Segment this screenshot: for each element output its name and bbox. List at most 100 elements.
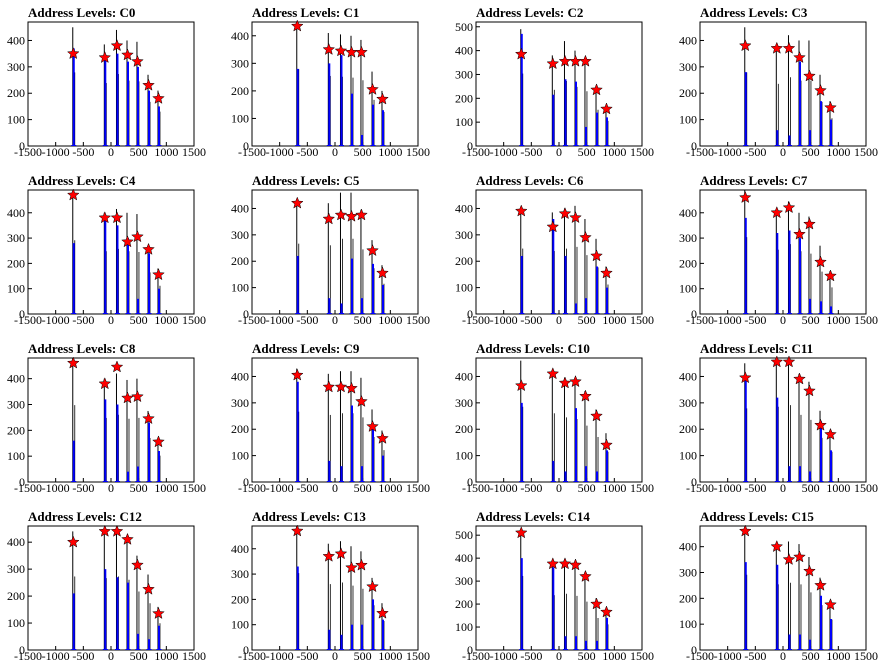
peak-marker bbox=[590, 83, 603, 96]
y-tick-label: 300 bbox=[455, 396, 473, 410]
y-tick-label: 400 bbox=[7, 372, 25, 386]
y-tick-label: 0 bbox=[467, 139, 473, 153]
x-tick-label: 1500 bbox=[182, 649, 206, 663]
peak-marker bbox=[366, 82, 379, 95]
y-tick-label: 100 bbox=[679, 617, 697, 631]
x-tick-label: 500 bbox=[354, 481, 372, 495]
x-tick-label: 0 bbox=[556, 481, 562, 495]
peak-marker bbox=[793, 550, 806, 563]
peak-marker bbox=[600, 266, 613, 279]
peak-marker bbox=[600, 102, 613, 115]
peak-marker bbox=[98, 377, 112, 390]
peak-marker bbox=[142, 78, 155, 91]
y-tick-label: 500 bbox=[455, 528, 473, 542]
y-tick-label: 0 bbox=[243, 139, 249, 153]
y-tick-label: 300 bbox=[455, 228, 473, 242]
panel-title: Address Levels: C8 bbox=[28, 341, 136, 356]
x-tick-label: 0 bbox=[332, 313, 338, 327]
peak-marker bbox=[514, 47, 528, 60]
x-tick-label: 0 bbox=[108, 649, 114, 663]
panel-title: Address Levels: C4 bbox=[28, 173, 136, 188]
x-tick-label: -500 bbox=[72, 481, 94, 495]
y-tick-label: 0 bbox=[691, 139, 697, 153]
y-tick-label: 0 bbox=[467, 643, 473, 657]
peak-marker bbox=[131, 390, 144, 403]
peak-marker bbox=[558, 376, 572, 389]
peak-marker bbox=[738, 524, 752, 537]
x-tick-label: 500 bbox=[354, 649, 372, 663]
peak-marker bbox=[600, 605, 613, 618]
plot-frame bbox=[475, 525, 643, 651]
plot-frame bbox=[251, 525, 419, 651]
x-tick-label: -500 bbox=[296, 145, 318, 159]
peak-marker bbox=[546, 220, 560, 233]
x-tick-label: -500 bbox=[520, 313, 542, 327]
peak-marker bbox=[770, 41, 784, 54]
panel-title: Address Levels: C15 bbox=[700, 509, 814, 524]
peak-marker bbox=[66, 188, 80, 201]
x-tick-label: 1500 bbox=[854, 313, 878, 327]
peak-marker bbox=[334, 547, 348, 560]
peak-marker bbox=[66, 535, 80, 548]
panel-3: Address Levels: C3 0 100 200 300 400 -1500 -100… bbox=[679, 5, 878, 159]
y-tick-label: 200 bbox=[455, 422, 473, 436]
peak-marker bbox=[514, 526, 528, 539]
x-tick-label: -1000 bbox=[266, 313, 294, 327]
peak-marker bbox=[770, 206, 784, 219]
panel-title: Address Levels: C1 bbox=[252, 5, 359, 20]
peak-marker bbox=[590, 249, 603, 262]
x-tick-label: -500 bbox=[296, 649, 318, 663]
y-tick-label: 300 bbox=[679, 396, 697, 410]
x-tick-label: 0 bbox=[780, 481, 786, 495]
panel-title: Address Levels: C0 bbox=[28, 5, 135, 20]
peak-marker bbox=[142, 412, 155, 425]
x-tick-label: 500 bbox=[802, 145, 820, 159]
peak-marker bbox=[558, 557, 572, 570]
peak-marker bbox=[600, 438, 613, 451]
peak-marker bbox=[814, 578, 827, 591]
y-tick-label: 400 bbox=[455, 551, 473, 565]
peak-marker bbox=[579, 569, 592, 582]
x-tick-label: -1500 bbox=[462, 481, 490, 495]
panel-7: Address Levels: C7 0 100 200 300 400 -1500 -100… bbox=[679, 173, 878, 327]
peak-marker bbox=[345, 561, 358, 574]
x-tick-label: 500 bbox=[578, 145, 596, 159]
y-tick-label: 300 bbox=[7, 562, 25, 576]
y-tick-label: 100 bbox=[231, 618, 249, 632]
x-tick-label: 0 bbox=[780, 649, 786, 663]
y-tick-label: 200 bbox=[455, 91, 473, 105]
x-tick-label: 1000 bbox=[154, 649, 178, 663]
peak-marker bbox=[345, 45, 358, 58]
plot-frame bbox=[475, 189, 643, 315]
y-tick-label: 300 bbox=[679, 231, 697, 245]
x-tick-label: 0 bbox=[108, 313, 114, 327]
peak-marker bbox=[793, 50, 806, 64]
y-tick-label: 400 bbox=[455, 201, 473, 215]
peak-marker bbox=[290, 368, 304, 381]
x-tick-label: 1000 bbox=[826, 481, 850, 495]
peak-marker bbox=[579, 389, 592, 402]
x-tick-label: -1000 bbox=[714, 481, 742, 495]
y-tick-label: 400 bbox=[679, 369, 697, 383]
panel-15: Address Levels: C15 0 100 200 300 400 -1500 -10… bbox=[679, 509, 878, 663]
y-tick-label: 400 bbox=[679, 206, 697, 220]
x-tick-label: 500 bbox=[802, 481, 820, 495]
x-tick-label: -500 bbox=[520, 481, 542, 495]
y-tick-label: 200 bbox=[679, 591, 697, 605]
panel-title: Address Levels: C7 bbox=[700, 173, 808, 188]
x-tick-label: 1500 bbox=[630, 649, 654, 663]
peak-marker bbox=[98, 211, 112, 224]
plot-frame bbox=[699, 357, 867, 483]
panel-0: Address Levels: C0 0 100 200 300 400 -1500 -100… bbox=[7, 5, 206, 159]
x-tick-label: -500 bbox=[744, 145, 766, 159]
x-tick-label: -1500 bbox=[14, 145, 42, 159]
x-tick-label: -1000 bbox=[490, 313, 518, 327]
peak-marker bbox=[738, 39, 752, 52]
x-tick-label: 0 bbox=[332, 145, 338, 159]
peak-marker bbox=[376, 431, 389, 444]
peak-marker bbox=[376, 606, 389, 619]
peak-marker bbox=[66, 356, 80, 369]
y-tick-label: 400 bbox=[7, 33, 25, 47]
x-tick-label: 1000 bbox=[154, 145, 178, 159]
x-tick-label: 1500 bbox=[630, 145, 654, 159]
